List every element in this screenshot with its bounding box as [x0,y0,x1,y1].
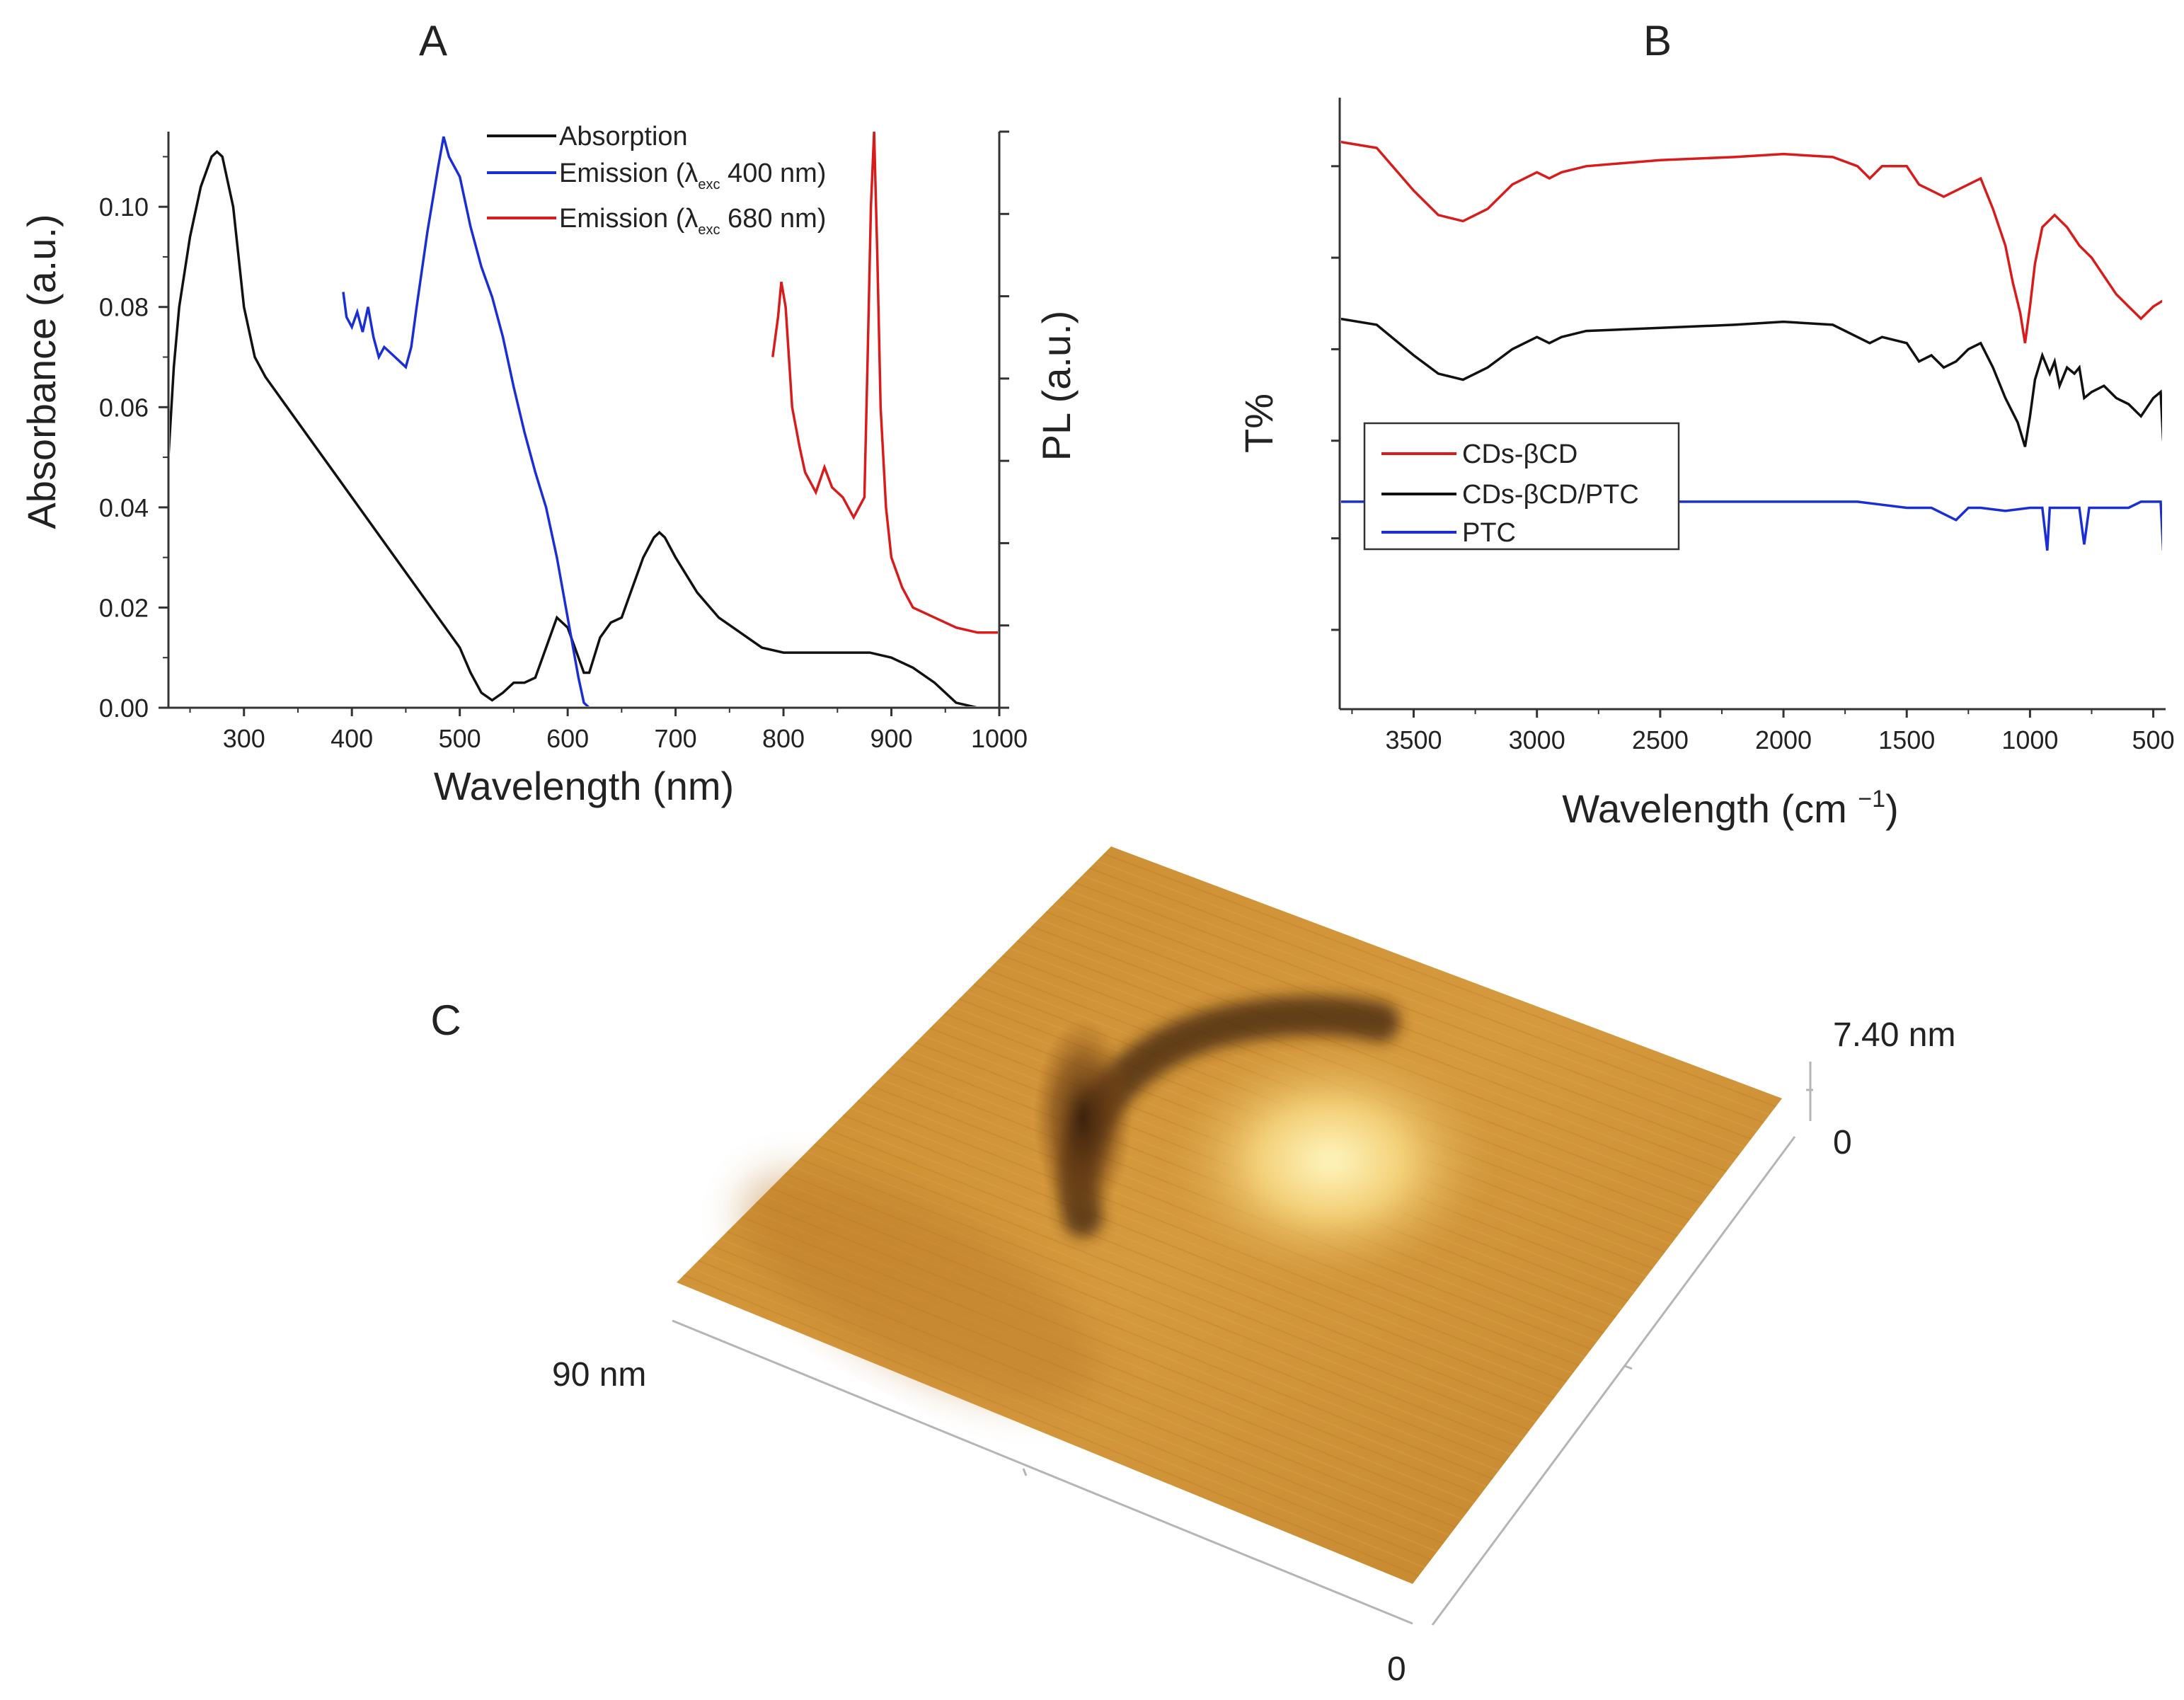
afm-scan-line [1074,882,1752,1140]
legend-label-emission-680: Emission (λexc 680 nm) [559,204,826,238]
series-line-absorption [170,149,977,706]
afm-x-axis-tick [1022,1468,1028,1476]
panel-a-y-tick-label: 0.06 [99,393,149,422]
panel-b: B 3500 3000 2500 2000 1500 1000 500 Wavelength… [1236,17,2175,831]
panel-b-y-axis-title: T% [1236,394,1281,453]
panel-letter-a: A [419,17,447,64]
panel-a-right-ticks [999,130,1009,709]
afm-scan-line [691,1267,1425,1569]
series-line-ptc [1341,500,2162,551]
panel-letter-b: B [1643,17,1672,64]
panel-a-y-tick-label: 0.10 [99,193,149,222]
panel-a-x-tick-label: 900 [870,724,912,753]
series-line-cds-bcd-ptc [1341,317,2162,447]
afm-x-axis [672,1319,1413,1625]
panel-a-y-ticks: 0.00 0.02 0.04 0.06 0.08 0.10 [99,156,168,723]
afm-scan-line [1088,867,1764,1124]
panel-a-y-tick-label: 0.04 [99,493,149,522]
afm-origin-label: 0 [1387,1650,1406,1688]
panel-b-x-axis-title: Wavelength (cm −1) [1562,786,1898,831]
afm-z-max-label: 7.40 nm [1833,1016,1955,1054]
afm-low-region [741,1172,1099,1404]
legend-label-cds-bcd: CDs-βCD [1462,440,1577,469]
panel-a-legend: Absorption Emission (λexc 400 nm) Emissi… [487,122,826,238]
afm-scan-line [821,1136,1536,1423]
legend-label-cds-bcd-ptc: CDs-βCD/PTC [1462,480,1639,510]
afm-scan-line [828,1129,1543,1415]
panel-a-right-axis-title: PL (a.u.) [1034,311,1079,461]
panel-a-y-axis-title: Absorbance (a.u.) [19,214,64,529]
afm-scan-line [1081,875,1758,1132]
afm-y-axis-tick [1624,1365,1633,1370]
panel-b-x-tick-label: 2500 [1632,725,1689,754]
afm-x-scale-label: 90 nm [552,1356,646,1394]
afm-scan-line [843,1114,1555,1399]
afm-y-axis [1431,1136,1796,1626]
panel-a-x-axis-title: Wavelength (nm) [434,764,734,808]
series-line-cds-bcd [1341,140,2162,344]
afm-scan-line [814,1143,1530,1431]
panel-a-x-tick-label: 1000 [971,724,1028,753]
series-line-emission-680 [771,132,998,634]
panel-a: A 300 400 500 600 700 800 900 1000 0.00 0.02 0.04… [19,17,1079,808]
panel-c: C 7.40 nm 0 90 nm 0 [430,846,1955,1688]
afm-scan-line [1060,896,1740,1156]
panel-b-x-tick-label: 3500 [1385,725,1442,754]
panel-a-x-tick-label: 400 [331,724,373,753]
panel-letter-c: C [430,997,461,1044]
panel-a-x-tick-label: 300 [223,724,265,753]
panel-b-x-tick-label: 2000 [1755,725,1812,754]
panel-b-plot-area [1341,140,2162,551]
panel-a-plot-area [170,132,998,706]
afm-scan-line [1045,911,1728,1172]
afm-scan-line [683,1274,1420,1577]
legend-label-ptc: PTC [1462,518,1516,548]
legend-label-emission-400: Emission (λexc 400 nm) [559,159,826,193]
panel-b-x-tick-label: 1500 [1878,725,1935,754]
panel-a-x-ticks: 300 400 500 600 700 800 900 1000 [189,708,1028,753]
afm-scan-line [1103,853,1776,1108]
afm-surface [677,846,1782,1584]
panel-b-legend: CDs-βCD CDs-βCD/PTC PTC [1363,422,1680,551]
afm-scan-line [806,1151,1524,1440]
afm-height-bump [1168,1040,1493,1281]
panel-b-x-tick-label: 1000 [2001,725,2058,754]
legend-box [1363,422,1680,551]
afm-shadow-core [1033,1019,1132,1217]
panel-b-x-tick-label: 3000 [1509,725,1565,754]
legend-label-absorption: Absorption [559,122,688,151]
panel-a-y-tick-label: 0.00 [99,694,149,723]
panel-a-y-tick-label: 0.02 [99,593,149,622]
afm-scan-line [1067,889,1746,1148]
panel-a-x-tick-label: 500 [439,724,481,753]
panel-b-x-tick-label: 500 [2132,725,2175,754]
afm-scan-line [850,1107,1561,1391]
afm-z-min-label: 0 [1833,1124,1852,1161]
panel-a-x-tick-label: 800 [762,724,805,753]
panel-b-y-ticks [1331,165,1340,631]
afm-scan-line [835,1122,1548,1407]
panel-a-x-tick-label: 600 [546,724,589,753]
panel-a-y-tick-label: 0.08 [99,293,149,322]
series-line-emission-400 [342,136,590,706]
panel-b-x-ticks: 3500 3000 2500 2000 1500 1000 500 [1351,709,2175,754]
panel-a-x-tick-label: 700 [655,724,697,753]
afm-scan-line [1096,860,1770,1115]
